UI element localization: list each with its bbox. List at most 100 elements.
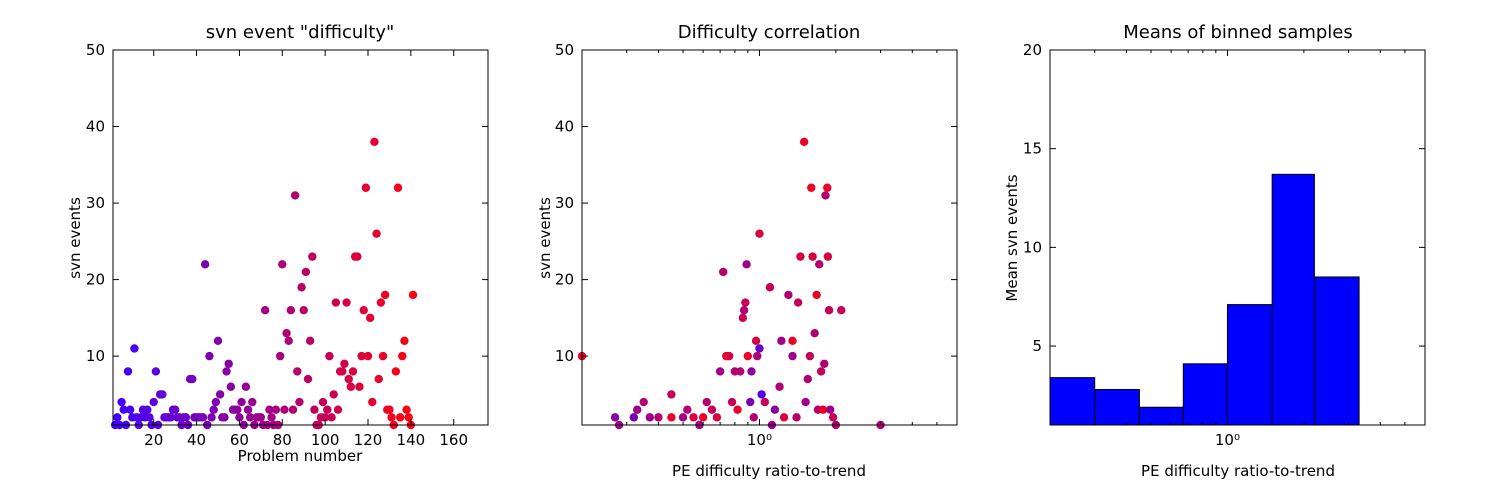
data-point <box>395 413 405 422</box>
data-point <box>325 351 334 361</box>
data-point <box>823 252 833 261</box>
y-tick-label: 30 <box>555 194 574 212</box>
data-point <box>158 390 167 399</box>
data-point <box>310 405 319 414</box>
data-point <box>815 260 824 269</box>
data-point <box>260 306 270 315</box>
y-tick-label: 5 <box>1032 337 1042 355</box>
data-point <box>724 351 734 361</box>
data-point <box>143 405 152 414</box>
data-point <box>282 328 291 338</box>
data-point <box>372 229 381 238</box>
panel-3-ylabel: Mean svn events <box>1003 174 1021 301</box>
y-tick-label: 40 <box>86 118 105 136</box>
data-point <box>378 351 388 361</box>
data-point <box>629 413 639 422</box>
y-tick-label: 50 <box>555 41 574 59</box>
panel-2-xlabel: PE difficulty ratio-to-trend <box>672 462 866 480</box>
data-point <box>323 405 332 414</box>
bar <box>1049 377 1096 426</box>
data-point <box>374 374 383 384</box>
data-point <box>380 290 390 300</box>
y-tick-label: 20 <box>1023 41 1042 59</box>
x-tick-label: 120 <box>354 431 383 449</box>
data-point <box>243 405 253 414</box>
y-tick-label: 10 <box>1023 238 1042 256</box>
data-point <box>712 413 722 422</box>
panel-3-bars <box>1049 173 1360 426</box>
data-point <box>222 367 231 376</box>
data-point <box>820 359 829 368</box>
data-point <box>743 351 753 361</box>
panel-1: svn event "difficulty" Problem number sv… <box>66 22 489 465</box>
data-point <box>271 405 281 414</box>
data-point <box>639 397 648 407</box>
data-point <box>775 382 784 391</box>
y-tick-label: 30 <box>86 194 105 212</box>
data-point <box>220 413 229 422</box>
data-point <box>633 405 642 414</box>
data-point <box>796 252 805 261</box>
data-point <box>777 336 786 346</box>
data-point <box>256 413 266 422</box>
data-point <box>211 397 221 407</box>
data-point <box>739 306 749 315</box>
data-point <box>320 413 330 422</box>
data-point <box>278 260 287 269</box>
y-tick-label: 50 <box>86 41 105 59</box>
data-point <box>248 397 257 407</box>
data-point <box>736 367 745 376</box>
data-point <box>803 374 812 384</box>
data-point <box>812 290 821 300</box>
data-point <box>654 413 663 422</box>
data-point <box>340 359 349 368</box>
data-point <box>753 351 762 361</box>
x-tick-label: 20 <box>144 431 163 449</box>
data-point <box>305 336 315 346</box>
data-point <box>224 359 233 368</box>
panel-2-ticks: 10 20 30 40 50 10⁰ <box>555 41 958 449</box>
y-tick-label: 20 <box>86 271 105 289</box>
data-point <box>200 260 210 269</box>
data-point <box>667 390 676 399</box>
data-point <box>747 367 756 376</box>
panel-3-xlabel: PE difficulty ratio-to-trend <box>1141 462 1335 480</box>
data-point <box>738 313 748 323</box>
y-tick-label: 40 <box>555 118 574 136</box>
data-point <box>286 306 296 315</box>
data-point <box>784 290 793 300</box>
x-tick-label: 80 <box>273 431 292 449</box>
data-point <box>746 397 755 407</box>
data-point <box>245 413 255 422</box>
data-point <box>755 229 764 238</box>
bar <box>1226 304 1273 426</box>
data-point <box>123 367 133 376</box>
data-point <box>355 382 364 391</box>
data-point <box>297 283 306 292</box>
data-point <box>188 374 197 384</box>
data-point <box>207 413 216 422</box>
data-point <box>707 405 717 414</box>
data-point <box>318 397 328 407</box>
y-tick-label: 15 <box>1023 140 1042 158</box>
data-point <box>799 137 809 147</box>
data-point <box>837 306 846 315</box>
data-point <box>149 397 158 407</box>
x-tick-label: 10⁰ <box>1215 431 1240 449</box>
data-point <box>226 382 236 391</box>
panel-1-title: svn event "difficulty" <box>206 22 395 43</box>
panel-1-frame <box>112 49 489 426</box>
data-point <box>698 413 708 422</box>
panel-3-ticks: 5 10 15 20 10⁰ <box>1023 41 1426 449</box>
data-point <box>290 191 300 200</box>
data-point <box>821 191 830 200</box>
data-point <box>151 367 161 376</box>
data-point <box>363 351 373 361</box>
data-point <box>770 405 780 414</box>
data-point <box>233 405 242 414</box>
data-point <box>788 351 797 361</box>
data-point <box>215 390 225 399</box>
x-tick-label: 40 <box>187 431 206 449</box>
data-point <box>145 413 154 422</box>
